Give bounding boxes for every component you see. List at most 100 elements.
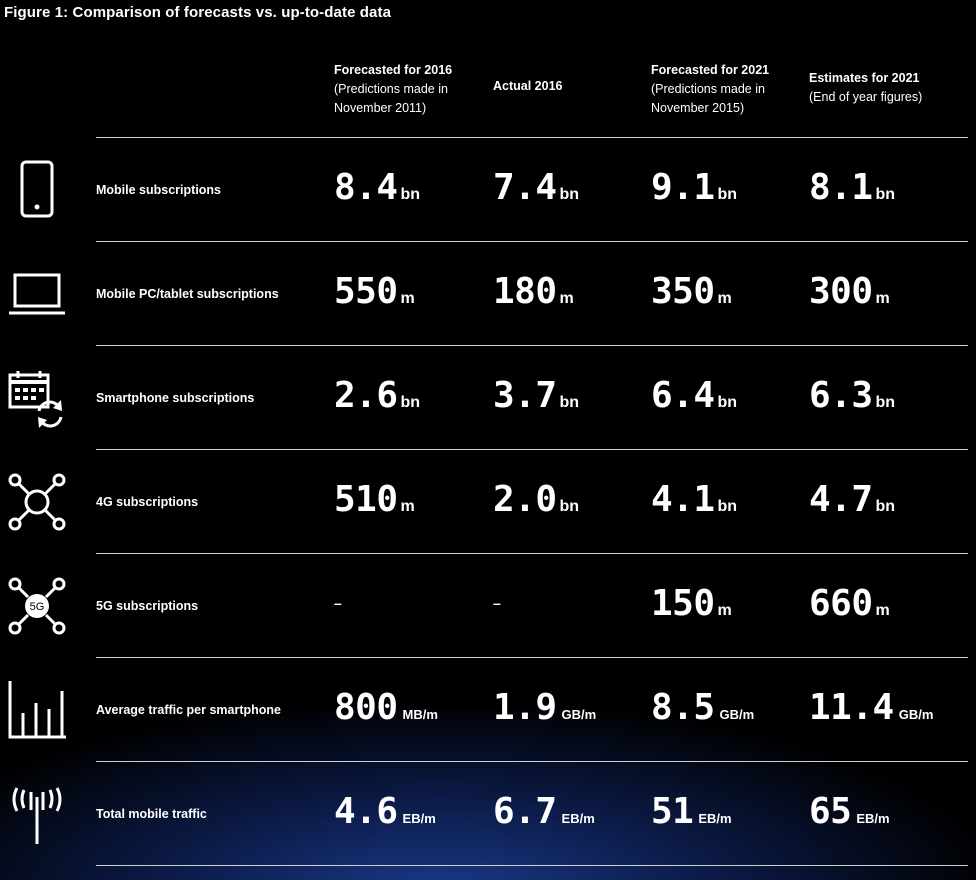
value-number: 550 bbox=[334, 271, 398, 312]
value-unit: EB/m bbox=[402, 811, 436, 826]
value-number: 510 bbox=[334, 479, 398, 520]
bar-chart-icon bbox=[6, 679, 68, 741]
value-number: 300 bbox=[809, 271, 873, 312]
column-header-forecast-2021: Forecasted for 2021 (Predictions made in… bbox=[651, 61, 769, 118]
value-number: 3.7 bbox=[493, 375, 557, 416]
value-number: 1.9 bbox=[493, 687, 557, 728]
row-label: 5G subscriptions bbox=[96, 599, 199, 613]
value-cell: 11.4 GB/m bbox=[809, 687, 933, 728]
value-unit: bn bbox=[875, 186, 896, 203]
icon-label: 5G bbox=[30, 601, 45, 613]
value-cell: 350 m bbox=[651, 271, 732, 312]
value-cell: 2.6 bn bbox=[334, 375, 420, 416]
value-cell: 4.7 bn bbox=[809, 479, 895, 520]
value-number: 65 bbox=[809, 791, 852, 832]
value-cell: 6.7 EB/m bbox=[493, 791, 595, 832]
value-unit: bn bbox=[875, 394, 896, 411]
value-unit: m bbox=[559, 290, 574, 307]
column-header-main: Forecasted for 2021 bbox=[651, 63, 770, 77]
table-row: Mobile PC/tablet subscriptions 550 m 180 m 35… bbox=[0, 241, 976, 345]
value-unit: MB/m bbox=[402, 707, 438, 722]
row-label: Mobile PC/tablet subscriptions bbox=[96, 287, 279, 301]
table-row: Total mobile traffic 4.6 EB/m 6.7 EB/m 51 EB/m… bbox=[0, 761, 976, 865]
value-number: 2.0 bbox=[493, 479, 557, 520]
column-header-sub: (Predictions made in bbox=[651, 82, 765, 96]
row-label: Total mobile traffic bbox=[96, 807, 207, 821]
table-row: Smartphone subscriptions 2.6 bn 3.7 bn 6.4 bn 6… bbox=[0, 345, 976, 449]
column-header-estimates-2021: Estimates for 2021 (End of year figures) bbox=[809, 69, 922, 107]
value-unit: bn bbox=[559, 394, 580, 411]
value-cell: 8.5 GB/m bbox=[651, 687, 754, 728]
value-number: 8.5 bbox=[651, 687, 715, 728]
value-cell: 550 m bbox=[334, 271, 415, 312]
value-cell: 8.4 bn bbox=[334, 167, 420, 208]
value-unit: bn bbox=[559, 186, 580, 203]
value-number: 11.4 bbox=[809, 687, 894, 728]
value-cell: 8.1 bn bbox=[809, 167, 895, 208]
value-unit: bn bbox=[717, 186, 738, 203]
value-number: 8.4 bbox=[334, 167, 398, 208]
row-divider bbox=[96, 553, 968, 554]
table-row: 5G 5G subscriptions – –150 m 660 m bbox=[0, 553, 976, 657]
value-cell: 6.3 bn bbox=[809, 375, 895, 416]
mobile-phone-icon bbox=[6, 159, 68, 221]
value-unit: GB/m bbox=[898, 707, 934, 722]
row-label: Smartphone subscriptions bbox=[96, 391, 255, 405]
table-row: Average traffic per smartphone 800 MB/m 1.9… bbox=[0, 657, 976, 761]
value-number: 7.4 bbox=[493, 167, 557, 208]
value-number: 180 bbox=[493, 271, 557, 312]
value-unit: bn bbox=[559, 498, 580, 515]
value-cell: 4.1 bn bbox=[651, 479, 737, 520]
value-cell: 150 m bbox=[651, 583, 732, 624]
value-unit: bn bbox=[400, 394, 421, 411]
value-unit: m bbox=[717, 290, 732, 307]
value-cell: 7.4 bn bbox=[493, 167, 579, 208]
value-number: 4.7 bbox=[809, 479, 873, 520]
value-number: 150 bbox=[651, 583, 715, 624]
row-divider bbox=[96, 657, 968, 658]
row-label: Average traffic per smartphone bbox=[96, 703, 282, 717]
table-row: 4G subscriptions 510 m 2.0 bn 4.1 bn 4.7 bn bbox=[0, 449, 976, 553]
row-divider bbox=[96, 137, 968, 138]
row-label: Mobile subscriptions bbox=[96, 183, 222, 197]
value-number: 660 bbox=[809, 583, 873, 624]
value-cell: 4.6 EB/m bbox=[334, 791, 436, 832]
value-cell: 510 m bbox=[334, 479, 415, 520]
row-label: 4G subscriptions bbox=[96, 495, 199, 509]
row-divider bbox=[96, 761, 968, 762]
value-cell-empty: – bbox=[493, 595, 501, 611]
laptop-icon bbox=[6, 263, 68, 325]
value-number: 6.3 bbox=[809, 375, 873, 416]
value-cell: 3.7 bn bbox=[493, 375, 579, 416]
value-cell: 65 EB/m bbox=[809, 791, 890, 832]
value-number: 6.7 bbox=[493, 791, 557, 832]
column-header-sub: November 2015) bbox=[651, 101, 745, 115]
value-unit: GB/m bbox=[561, 707, 597, 722]
table-row: Mobile subscriptions 8.4 bn 7.4 bn 9.1 bn 8.1 bn bbox=[0, 137, 976, 241]
figure-title: Figure 1: Comparison of forecasts vs. up… bbox=[4, 4, 392, 21]
value-number: 6.4 bbox=[651, 375, 715, 416]
value-cell: 9.1 bn bbox=[651, 167, 737, 208]
column-header-main: Actual 2016 bbox=[493, 79, 563, 93]
network-hub-icon bbox=[6, 471, 68, 533]
antenna-icon bbox=[6, 783, 68, 845]
value-unit: bn bbox=[875, 498, 896, 515]
column-header-sub: (Predictions made in bbox=[334, 82, 448, 96]
value-number: 350 bbox=[651, 271, 715, 312]
value-cell: 660 m bbox=[809, 583, 890, 624]
column-header-sub: November 2011) bbox=[334, 101, 427, 115]
value-unit: m bbox=[400, 290, 415, 307]
row-divider bbox=[96, 241, 968, 242]
value-cell: 800 MB/m bbox=[334, 687, 438, 728]
column-header-actual-2016: Actual 2016 bbox=[493, 77, 562, 96]
value-unit: bn bbox=[717, 498, 738, 515]
column-header-sub: (End of year figures) bbox=[809, 90, 923, 104]
row-divider bbox=[96, 449, 968, 450]
column-header-main: Forecasted for 2016 bbox=[334, 63, 453, 77]
value-unit: m bbox=[875, 602, 890, 619]
column-header-main: Estimates for 2021 bbox=[809, 71, 920, 85]
value-number: 4.1 bbox=[651, 479, 715, 520]
value-number: 800 bbox=[334, 687, 398, 728]
value-unit: GB/m bbox=[719, 707, 755, 722]
value-number: 9.1 bbox=[651, 167, 715, 208]
